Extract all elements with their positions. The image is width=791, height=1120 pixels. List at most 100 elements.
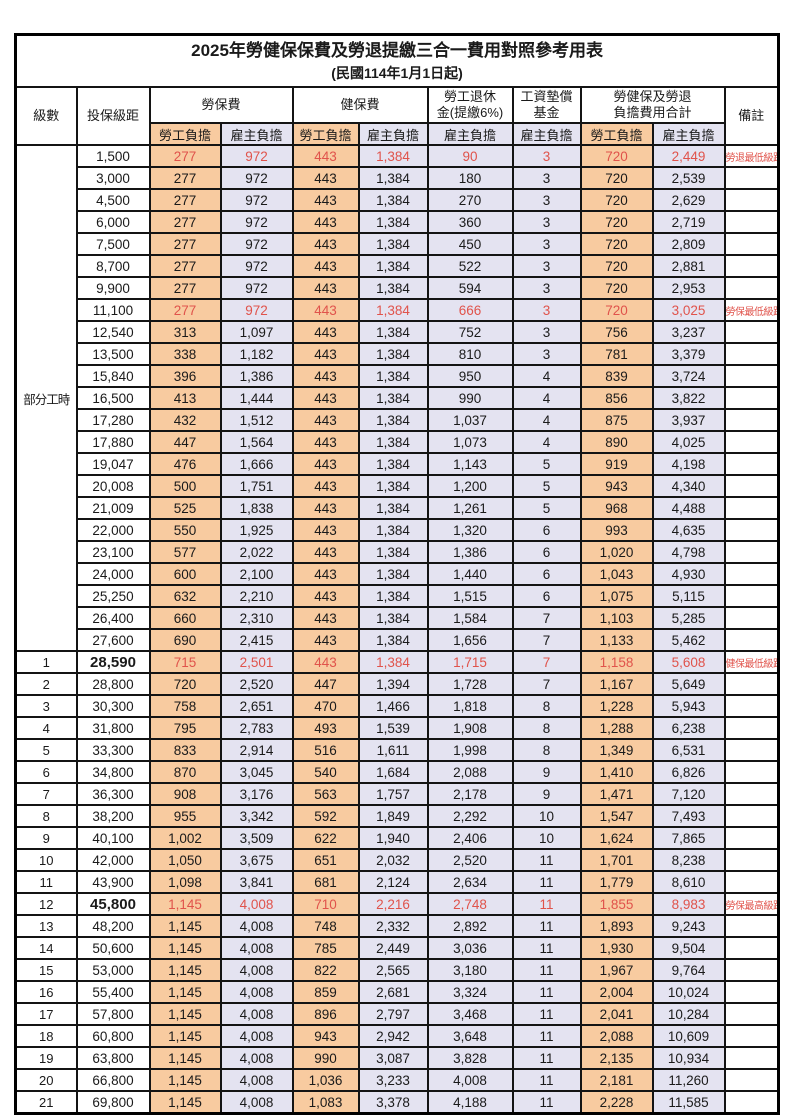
labor-fee-employer-cell: 4,008 [219, 1024, 294, 1048]
health-fee-employee-cell: 443 [291, 628, 360, 652]
table-row: 7 36,300 908 3,176 563 1,757 2,178 9 1,471 7,120 [14, 782, 780, 806]
bracket-cell: 48,200 [75, 914, 151, 938]
note-cell [723, 232, 780, 256]
labor-fee-employee-cell: 277 [148, 144, 222, 168]
level-cell: 7 [14, 782, 78, 806]
pension-employer-cell: 1,818 [426, 694, 514, 718]
table-row: 8 38,200 955 3,342 592 1,849 2,292 10 1,547 7,493 [14, 804, 780, 828]
health-fee-employer-cell: 1,684 [357, 760, 429, 784]
labor-fee-employee-cell: 277 [148, 254, 222, 278]
health-fee-employee-cell: 622 [291, 826, 360, 850]
total-employer-cell: 6,238 [651, 716, 726, 740]
labor-fee-employee-cell: 277 [148, 276, 222, 300]
wage-fund-employer-cell: 3 [511, 188, 582, 212]
total-employee-cell: 1,471 [579, 782, 654, 806]
level-cell: 6 [14, 760, 78, 784]
labor-fee-employee-cell: 277 [148, 232, 222, 256]
wage-fund-employer-cell: 5 [511, 496, 582, 520]
pension-employer-cell: 90 [426, 144, 514, 168]
labor-fee-employee-cell: 1,145 [148, 1024, 222, 1048]
pension-employer-cell: 3,648 [426, 1024, 514, 1048]
note-cell [723, 1024, 780, 1048]
labor-fee-employer-cell: 1,097 [219, 320, 294, 344]
labor-fee-employer-cell: 4,008 [219, 936, 294, 960]
header-health-insurance: 健保費 [291, 86, 429, 124]
health-fee-employee-cell: 443 [291, 474, 360, 498]
labor-fee-employer-cell: 3,342 [219, 804, 294, 828]
labor-fee-employee-cell: 338 [148, 342, 222, 366]
health-fee-employee-cell: 896 [291, 1002, 360, 1026]
total-employer-cell: 2,953 [651, 276, 726, 300]
pension-employer-cell: 450 [426, 232, 514, 256]
wage-fund-employer-cell: 6 [511, 540, 582, 564]
table-row: 15,840 396 1,386 443 1,384 950 4 839 3,724 [16, 364, 780, 388]
labor-fee-employer-cell: 4,008 [219, 1002, 294, 1026]
total-employer-cell: 11,260 [651, 1068, 726, 1092]
level-cell: 8 [14, 804, 78, 828]
total-employer-cell: 9,504 [651, 936, 726, 960]
labor-fee-employer-cell: 4,008 [219, 958, 294, 982]
labor-fee-employer-cell: 3,045 [219, 760, 294, 784]
wage-fund-employer-cell: 4 [511, 430, 582, 454]
pension-employer-cell: 180 [426, 166, 514, 190]
level-cell: 1 [14, 650, 78, 674]
note-cell [723, 474, 780, 498]
health-fee-employee-cell: 943 [291, 1024, 360, 1048]
total-employee-cell: 2,088 [579, 1024, 654, 1048]
bracket-cell: 63,800 [75, 1046, 151, 1070]
health-fee-employer-cell: 2,216 [357, 892, 429, 916]
wage-fund-employer-cell: 3 [511, 320, 582, 344]
table-row: 18 60,800 1,145 4,008 943 2,942 3,648 11 2,088 10… [14, 1024, 780, 1048]
total-employer-cell: 3,379 [651, 342, 726, 366]
pension-employer-cell: 3,324 [426, 980, 514, 1004]
pension-employer-cell: 4,008 [426, 1068, 514, 1092]
total-employee-cell: 720 [579, 188, 654, 212]
labor-fee-employer-cell: 2,310 [219, 606, 294, 630]
health-fee-employer-cell: 2,681 [357, 980, 429, 1004]
note-cell [723, 210, 780, 234]
health-fee-employer-cell: 3,378 [357, 1090, 429, 1115]
total-employee-cell: 1,043 [579, 562, 654, 586]
bracket-cell: 11,100 [75, 298, 151, 322]
note-cell [723, 166, 780, 190]
labor-fee-employee-cell: 500 [148, 474, 222, 498]
header-wage-fund-line1: 工資墊償 [520, 89, 573, 104]
health-fee-employee-cell: 443 [291, 584, 360, 608]
bracket-cell: 36,300 [75, 782, 151, 806]
labor-fee-employer-cell: 2,501 [219, 650, 294, 674]
labor-fee-employer-cell: 3,176 [219, 782, 294, 806]
wage-fund-employer-cell: 11 [511, 870, 582, 894]
pension-employer-cell: 594 [426, 276, 514, 300]
total-employer-cell: 2,881 [651, 254, 726, 278]
labor-fee-employee-cell: 632 [148, 584, 222, 608]
note-cell [723, 386, 780, 410]
total-employer-cell: 5,115 [651, 584, 726, 608]
health-fee-employee-cell: 443 [291, 232, 360, 256]
level-cell: 19 [14, 1046, 78, 1070]
wage-fund-employer-cell: 3 [511, 254, 582, 278]
labor-fee-employee-cell: 413 [148, 386, 222, 410]
health-fee-employee-cell: 651 [291, 848, 360, 872]
table-row: 19 63,800 1,145 4,008 990 3,087 3,828 11 2,135 10… [14, 1046, 780, 1070]
health-fee-employer-cell: 3,087 [357, 1046, 429, 1070]
health-fee-employee-cell: 443 [291, 386, 360, 410]
level-cell: 4 [14, 716, 78, 740]
title-row: 2025年勞健保保費及勞退提繳三合一費用對照參考用表 (民國114年1月1日起) [14, 33, 780, 88]
pension-employer-cell: 2,892 [426, 914, 514, 938]
total-employee-cell: 2,135 [579, 1046, 654, 1070]
labor-fee-employer-cell: 4,008 [219, 1068, 294, 1092]
labor-fee-employee-cell: 277 [148, 188, 222, 212]
total-employer-cell: 4,025 [651, 430, 726, 454]
note-cell [723, 188, 780, 212]
bracket-cell: 16,500 [75, 386, 151, 410]
note-cell [723, 738, 780, 762]
note-cell [723, 1046, 780, 1070]
wage-fund-employer-cell: 3 [511, 232, 582, 256]
health-fee-employer-cell: 1,384 [357, 210, 429, 234]
note-cell [723, 958, 780, 982]
wage-fund-employer-cell: 11 [511, 980, 582, 1004]
table-row: 4,500 277 972 443 1,384 270 3 720 2,629 [16, 188, 780, 212]
note-cell [723, 980, 780, 1004]
table-row: 3 30,300 758 2,651 470 1,466 1,818 8 1,228 5,943 [14, 694, 780, 718]
total-employee-cell: 856 [579, 386, 654, 410]
